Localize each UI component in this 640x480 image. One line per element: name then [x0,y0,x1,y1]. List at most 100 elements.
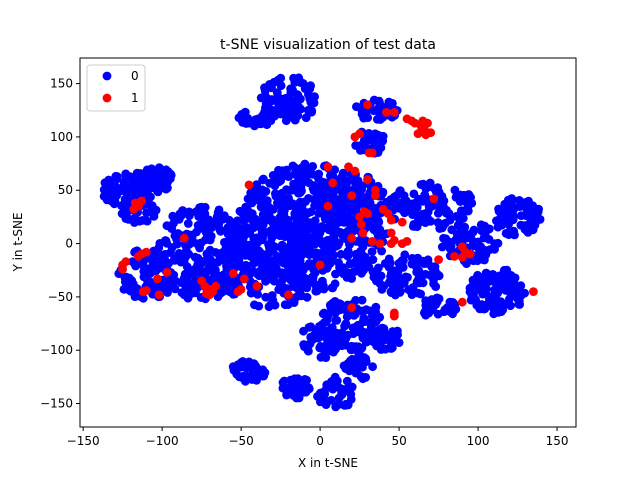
scatter-point-class-1 [363,100,372,110]
scatter-point-class-0 [252,180,261,190]
scatter-point-class-0 [401,272,411,282]
scatter-point-class-0 [350,198,360,208]
scatter-point-class-0 [170,231,180,241]
scatter-point-class-0 [302,292,312,302]
scatter-point-class-1 [344,162,353,172]
scatter-point-class-0 [164,172,174,182]
scatter-point-class-0 [263,206,273,216]
scatter-point-class-0 [310,201,319,211]
scatter-point-class-0 [317,191,327,201]
scatter-point-class-0 [450,300,460,310]
scatter-point-class-1 [315,260,325,270]
scatter-point-class-1 [356,220,366,229]
scatter-point-class-0 [437,194,446,204]
scatter-point-class-0 [191,288,200,298]
scatter-point-class-0 [232,220,242,229]
scatter-point-class-0 [388,280,397,290]
scatter-point-class-0 [151,266,161,276]
scatter-point-class-1 [202,289,211,299]
scatter-point-class-0 [473,270,482,280]
scatter-point-class-0 [260,119,270,128]
scatter-point-class-0 [232,362,242,371]
scatter-point-class-0 [502,265,512,275]
scatter-point-class-0 [300,207,310,217]
scatter-point-class-0 [202,227,212,237]
scatter-point-class-0 [253,290,262,299]
scatter-point-class-0 [262,196,272,206]
chart-title: t-SNE visualization of test data [220,37,436,53]
scatter-point-class-1 [402,237,412,246]
y-tick-label: −150 [40,397,73,411]
scatter-point-class-0 [342,376,352,386]
scatter-point-class-0 [238,118,248,127]
scatter-point-class-0 [336,249,346,259]
scatter-point-class-0 [431,282,441,291]
scatter-point-class-0 [281,229,291,239]
scatter-point-class-0 [216,226,226,236]
scatter-point-class-0 [293,91,303,100]
scatter-point-class-0 [237,246,247,256]
scatter-point-class-0 [345,259,355,269]
scatter-point-class-0 [473,256,482,266]
scatter-point-class-0 [205,254,214,263]
scatter-point-class-0 [292,292,302,302]
scatter-point-class-0 [506,301,515,311]
legend-marker-1 [102,93,112,103]
scatter-point-class-0 [509,226,519,236]
scatter-point-class-0 [271,255,281,265]
scatter-point-class-1 [154,290,164,300]
scatter-point-class-0 [193,269,203,278]
scatter-point-class-0 [243,194,253,204]
scatter-point-class-0 [346,209,355,219]
scatter-point-class-0 [384,254,394,264]
scatter-point-class-0 [303,345,313,355]
scatter-point-class-0 [264,302,274,312]
scatter-point-class-0 [258,220,268,230]
scatter-point-class-0 [482,276,492,286]
scatter-point-class-0 [290,212,300,222]
y-tick-label: 0 [65,237,73,251]
scatter-point-class-0 [427,202,437,211]
scatter-point-class-0 [359,313,369,323]
scatter-point-class-0 [379,230,389,240]
scatter-point-class-1 [179,233,189,243]
scatter-point-class-0 [494,204,503,214]
legend-box [86,64,146,112]
scatter-point-class-0 [295,271,304,281]
scatter-point-class-0 [242,264,252,274]
scatter-point-class-0 [358,362,367,372]
scatter-point-class-0 [154,178,164,187]
scatter-point-class-0 [280,196,290,206]
scatter-point-class-0 [343,330,353,340]
scatter-point-class-0 [530,210,540,220]
scatter-point-class-0 [250,300,259,310]
scatter-point-class-0 [357,295,367,305]
scatter-point-class-0 [183,280,193,290]
scatter-point-class-0 [327,323,337,332]
x-axis: −150 −100 −50 0 50 100 150 [67,427,568,448]
scatter-point-class-0 [493,238,503,248]
scatter-point-class-1 [450,252,459,261]
scatter-point-class-0 [287,234,297,243]
scatter-point-class-1 [228,269,238,278]
scatter-point-class-0 [428,305,438,315]
scatter-point-class-0 [260,368,270,377]
scatter-point-class-0 [102,184,112,194]
scatter-point-class-0 [142,216,152,226]
scatter-point-class-0 [254,271,264,281]
scatter-point-class-0 [307,220,317,230]
scatter-point-class-0 [386,344,396,353]
scatter-point-class-0 [407,290,417,299]
scatter-point-class-0 [231,277,241,287]
scatter-point-class-0 [306,98,316,107]
scatter-point-class-0 [276,103,286,112]
scatter-point-class-0 [393,267,403,276]
scatter-point-class-0 [367,247,377,257]
scatter-point-class-1 [162,268,172,277]
scatter-point-class-0 [213,257,223,267]
scatter-point-class-1 [137,196,147,206]
scatter-point-class-0 [507,195,517,205]
y-tick-label: −50 [48,290,73,304]
scatter-point-class-0 [135,182,145,192]
